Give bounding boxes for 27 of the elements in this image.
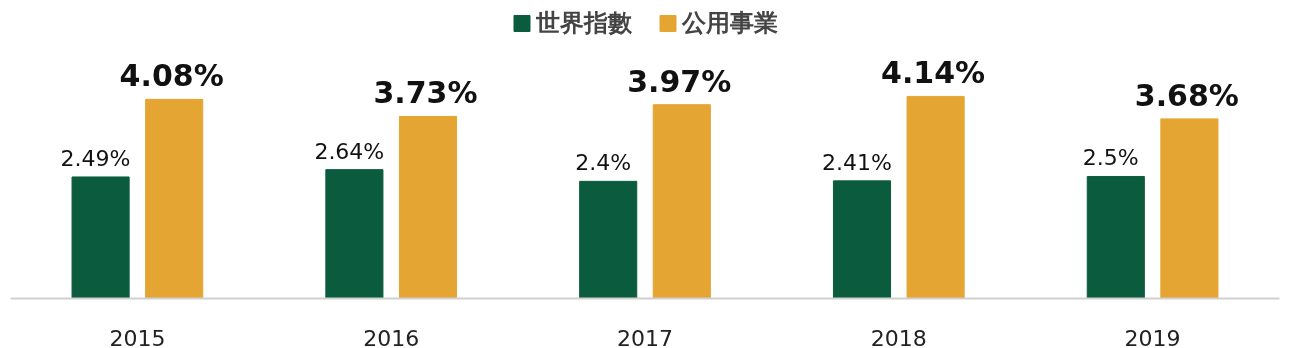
data-label: 2.4% <box>575 150 632 176</box>
x-tick-label: 2015 <box>109 325 166 348</box>
bar <box>906 95 965 299</box>
x-tick-label: 2019 <box>1124 325 1181 348</box>
bar <box>579 180 638 299</box>
bar <box>398 115 458 299</box>
data-label: 2.5% <box>1082 145 1139 171</box>
bar <box>145 98 204 299</box>
legend-label: 公用事業 <box>682 8 778 39</box>
x-tick-label: 2017 <box>617 325 674 348</box>
bar <box>1160 118 1219 299</box>
data-label: 3.97% <box>627 63 732 99</box>
bar <box>652 104 711 299</box>
bar <box>1086 175 1145 299</box>
bar <box>325 169 384 299</box>
legend-label: 世界指數 <box>536 8 632 39</box>
data-label: 2.64% <box>314 138 385 164</box>
data-label: 3.68% <box>1134 77 1239 113</box>
data-label: 4.14% <box>881 55 986 91</box>
bar <box>71 176 130 299</box>
data-label: 3.73% <box>373 75 478 111</box>
x-tick-label: 2018 <box>870 325 927 348</box>
data-label: 2.41% <box>821 149 892 175</box>
data-label: 2.49% <box>60 145 131 171</box>
x-tick-label: 2016 <box>363 325 420 348</box>
bar <box>832 180 892 299</box>
data-label: 4.08% <box>119 58 224 94</box>
